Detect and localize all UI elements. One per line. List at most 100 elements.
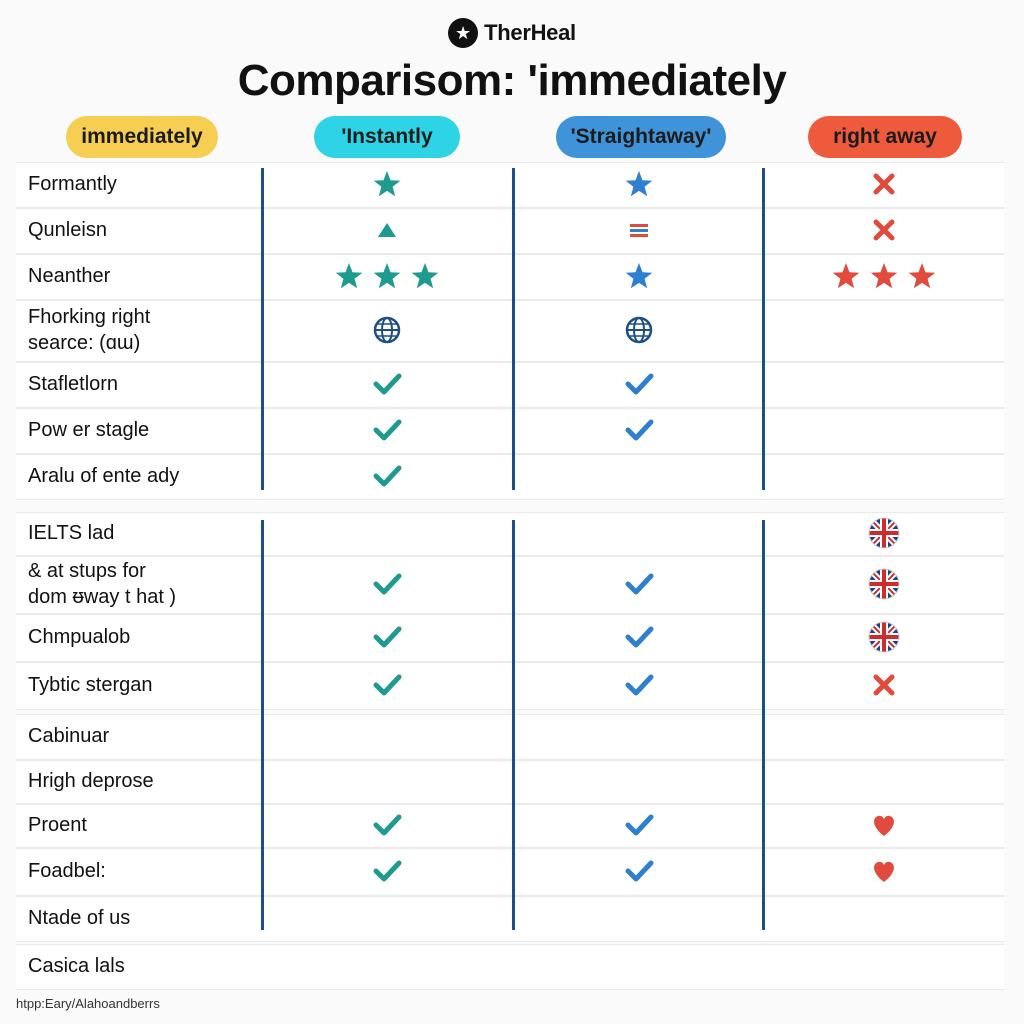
x-icon bbox=[868, 214, 900, 246]
check-icon bbox=[371, 368, 403, 400]
table-row bbox=[16, 512, 1004, 556]
column-header-straightaway: 'Straightaway' bbox=[556, 116, 726, 158]
table-row bbox=[16, 760, 1004, 804]
check-icon bbox=[623, 414, 655, 446]
row-label-text: Aralu of ente ady bbox=[28, 465, 180, 487]
table-row bbox=[16, 556, 1004, 614]
row-label: Chmpualob bbox=[28, 614, 130, 660]
x-icon bbox=[868, 168, 900, 200]
row-label-text: Chmpualob bbox=[28, 626, 131, 648]
row-label-text: Fhorking right searce: (ɑɯ) bbox=[28, 306, 151, 354]
row-label-text: Formantly bbox=[28, 173, 117, 195]
page-title: Comparisom: 'immediately bbox=[237, 56, 787, 105]
row-label: Fhorking right searce: (ɑɯ) bbox=[28, 300, 150, 360]
table-row bbox=[16, 848, 1004, 896]
column-header-label: 'Straightaway' bbox=[570, 125, 712, 148]
check-icon bbox=[371, 809, 403, 841]
row-label-text: Hrigh deprose bbox=[28, 770, 154, 792]
row-label: Hrigh deprose bbox=[28, 760, 154, 802]
equals-icon bbox=[623, 214, 655, 246]
row-label: & at stups for dom ᵿway t hat ) bbox=[28, 556, 176, 612]
row-label-text: Casica lals bbox=[28, 955, 125, 977]
brand-name: TherHeal bbox=[484, 20, 576, 45]
row-label: Aralu of ente ady bbox=[28, 454, 179, 498]
check-icon bbox=[371, 460, 403, 492]
row-label-text: Ntade of us bbox=[28, 907, 131, 929]
table-row bbox=[16, 896, 1004, 942]
row-label-text: Pow er stagle bbox=[28, 419, 150, 441]
globe-icon bbox=[623, 314, 655, 346]
table-row bbox=[16, 454, 1004, 500]
column-header-right-away: right away bbox=[808, 116, 962, 158]
row-label-text: Qunleisn bbox=[28, 219, 107, 241]
column-header-instantly: 'Instantly bbox=[314, 116, 460, 158]
check-icon bbox=[623, 669, 655, 701]
star-icon bbox=[623, 260, 655, 292]
table-row bbox=[16, 804, 1004, 848]
row-label: Casica lals bbox=[28, 944, 125, 988]
star-logo-icon: ★ bbox=[448, 18, 479, 48]
row-label: Tybtic stergan bbox=[28, 662, 153, 708]
check-icon bbox=[623, 621, 655, 653]
column-header-label: right away bbox=[833, 125, 937, 148]
row-label-text: Proent bbox=[28, 814, 87, 836]
table-row bbox=[16, 714, 1004, 760]
row-label: Pow er stagle bbox=[28, 408, 149, 452]
uk-flag-icon bbox=[868, 568, 900, 600]
uk-flag-icon bbox=[868, 621, 900, 653]
table-row bbox=[16, 362, 1004, 408]
check-icon bbox=[623, 855, 655, 887]
row-label: Neanther bbox=[28, 254, 110, 298]
column-header-immediately: immediately bbox=[66, 116, 218, 158]
three-stars-icon bbox=[327, 258, 447, 294]
globe-icon bbox=[371, 314, 403, 346]
star-icon bbox=[623, 168, 655, 200]
table-row bbox=[16, 300, 1004, 362]
check-icon bbox=[371, 855, 403, 887]
column-divider bbox=[512, 168, 515, 490]
row-label-text: Neanther bbox=[28, 265, 111, 287]
column-divider bbox=[261, 168, 264, 490]
row-label: IELTS lad bbox=[28, 512, 114, 554]
row-label-text: Tybtic stergan bbox=[28, 674, 153, 696]
check-icon bbox=[371, 621, 403, 653]
row-label: Proent bbox=[28, 804, 87, 846]
heart-icon bbox=[868, 809, 900, 841]
row-label-text: Cabinuar bbox=[28, 725, 110, 747]
table-row bbox=[16, 944, 1004, 990]
check-icon bbox=[623, 368, 655, 400]
heart-icon bbox=[868, 855, 900, 887]
row-label: Cabinuar bbox=[28, 714, 109, 758]
table-row bbox=[16, 408, 1004, 454]
check-icon bbox=[371, 414, 403, 446]
row-label: Foadbel: bbox=[28, 848, 106, 894]
x-icon bbox=[868, 669, 900, 701]
table-row bbox=[16, 662, 1004, 710]
brand: ★ TherHeal bbox=[0, 18, 1024, 48]
row-label: Formantly bbox=[28, 162, 117, 206]
table-row bbox=[16, 162, 1004, 208]
check-icon bbox=[623, 568, 655, 600]
footer-url: htpp:Eary/Alahoandberrs bbox=[16, 996, 160, 1011]
check-icon bbox=[371, 568, 403, 600]
column-divider bbox=[261, 520, 264, 930]
column-divider bbox=[512, 520, 515, 930]
table-row bbox=[16, 208, 1004, 254]
row-label: Qunleisn bbox=[28, 208, 107, 252]
three-stars-icon bbox=[824, 258, 944, 294]
column-divider bbox=[762, 168, 765, 490]
column-header-label: 'Instantly bbox=[341, 125, 433, 148]
row-label: Ntade of us bbox=[28, 896, 130, 940]
triangle-icon bbox=[371, 214, 403, 246]
row-label-text: & at stups for dom ᵿway t hat ) bbox=[28, 560, 177, 608]
row-label: Stafletlorn bbox=[28, 362, 118, 406]
table-row bbox=[16, 614, 1004, 662]
row-label-text: Stafletlorn bbox=[28, 373, 119, 395]
column-header-label: immediately bbox=[81, 125, 203, 148]
check-icon bbox=[371, 669, 403, 701]
column-divider bbox=[762, 520, 765, 930]
uk-flag-icon bbox=[868, 517, 900, 549]
row-label-text: IELTS lad bbox=[28, 522, 115, 544]
row-label-text: Foadbel: bbox=[28, 860, 106, 882]
star-icon bbox=[371, 168, 403, 200]
